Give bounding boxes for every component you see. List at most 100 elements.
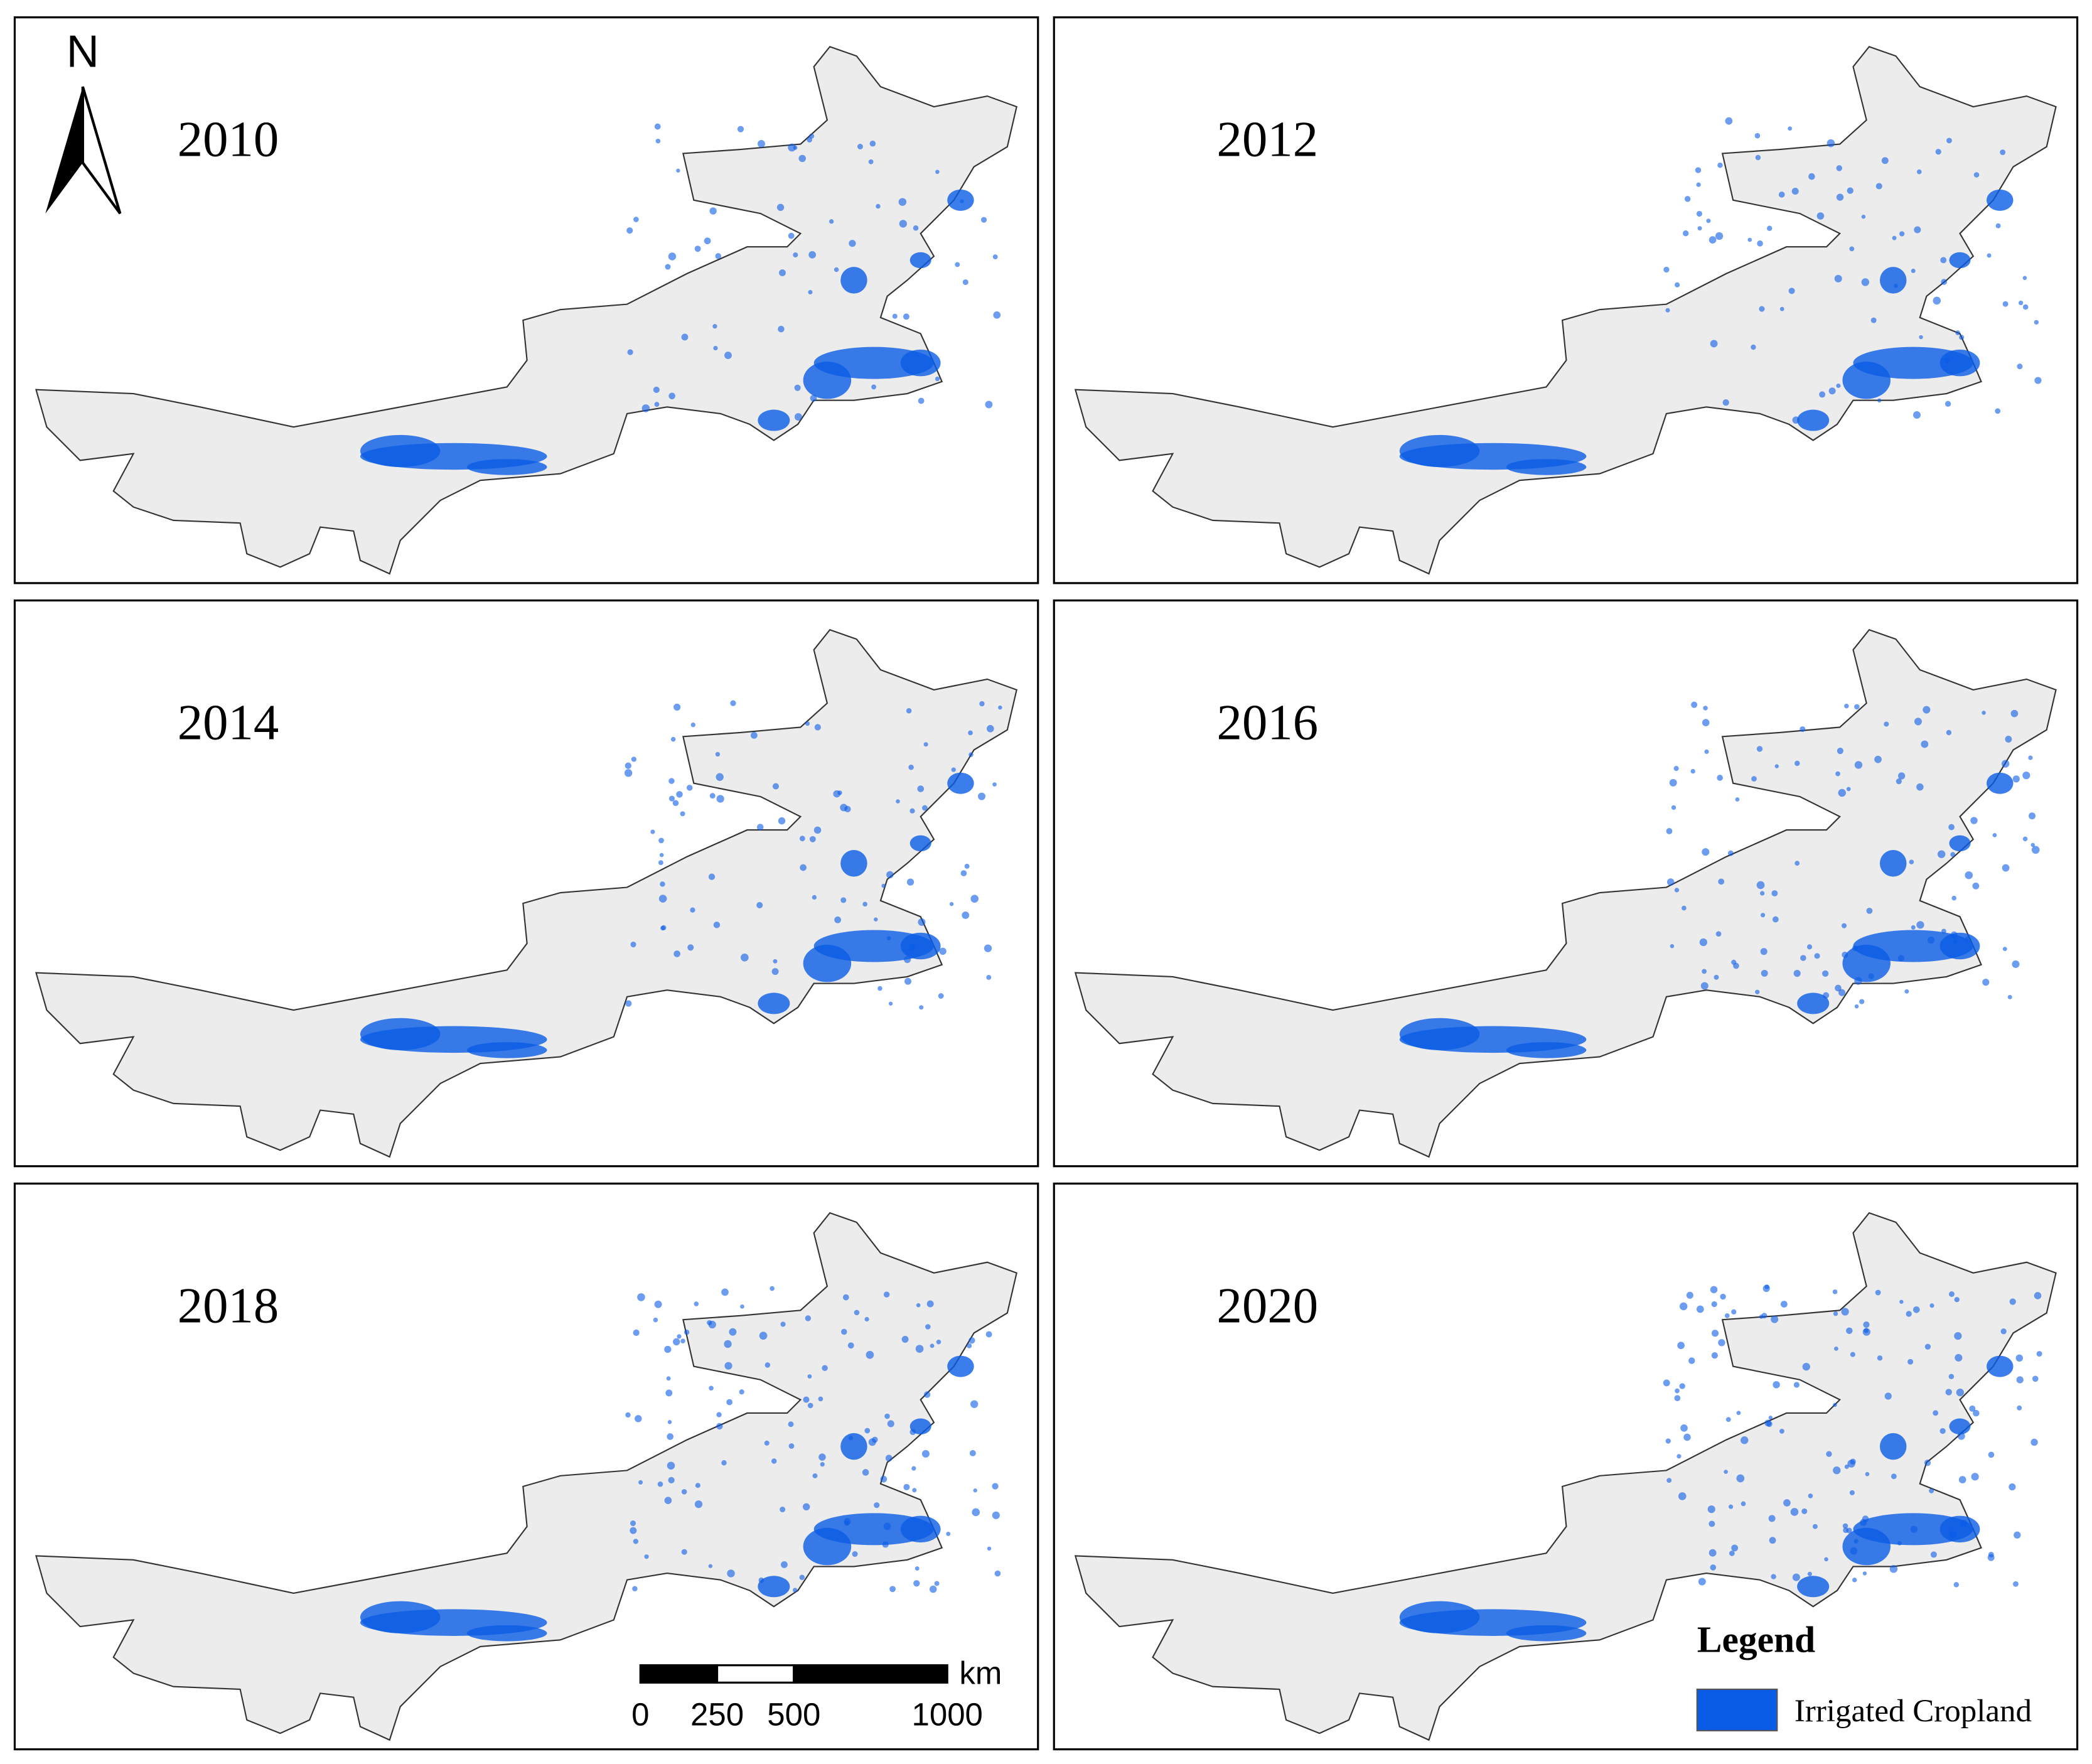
cropland-dot (1759, 306, 1765, 312)
cropland-patch (1939, 349, 1980, 377)
cropland-dot (1680, 1424, 1688, 1432)
cropland-dot (1912, 411, 1921, 419)
cropland-dot (1916, 783, 1924, 791)
cropland-dot (984, 944, 992, 952)
cropland-dot (1674, 888, 1680, 893)
cropland-dot (1894, 284, 1898, 288)
cropland-dot (844, 1520, 850, 1526)
cropland-dot (1764, 1419, 1771, 1427)
cropland-dot (1819, 391, 1826, 398)
cropland-dot (1711, 1330, 1719, 1337)
year-label: 2016 (1217, 695, 1319, 751)
cropland-dot (968, 1337, 975, 1344)
cropland-dot (1762, 1284, 1770, 1293)
cropland-dot (1842, 1523, 1848, 1529)
cropland-patch (947, 772, 974, 794)
cropland-dot (1953, 939, 1958, 944)
cropland-dot (1814, 953, 1820, 959)
cropland-dot (818, 1396, 823, 1402)
cropland-dot (778, 325, 785, 333)
cropland-dot (776, 203, 785, 212)
cropland-dot (2036, 1351, 2042, 1357)
cropland-dot (630, 1527, 637, 1534)
scale-tick-label: 500 (767, 1696, 820, 1732)
cropland-dot (1965, 936, 1970, 942)
cropland-dot (1826, 1451, 1832, 1457)
legend-label: Irrigated Cropland (1794, 1694, 2032, 1729)
cropland-dot (1677, 1342, 1685, 1350)
cropland-dot (864, 1428, 871, 1434)
cropland-dot (2012, 1581, 2019, 1587)
scale-segment (716, 1664, 795, 1684)
cropland-dot (1838, 989, 1846, 996)
cropland-dot (918, 918, 926, 926)
cropland-dot (739, 1389, 744, 1395)
cropland-dot (1958, 1476, 1966, 1483)
cropland-dot (1793, 969, 1801, 977)
cropland-dot (1696, 210, 1702, 217)
cropland-dot (1916, 921, 1924, 929)
cropland-dot (1874, 755, 1882, 763)
cropland-dot (1847, 187, 1853, 194)
cropland-dot (1702, 969, 1707, 974)
cropland-dot (1951, 895, 1956, 901)
cropland-dot (1800, 726, 1806, 733)
cropland-dot (778, 817, 786, 825)
cropland-dot (635, 1415, 642, 1422)
cropland-dot (962, 911, 970, 919)
cropland-dot (1718, 1339, 1725, 1347)
cropland-dot (1686, 1291, 1693, 1299)
cropland-dot (916, 1303, 921, 1308)
cropland-patch (840, 849, 867, 877)
cropland-dot (673, 703, 681, 711)
cropland-patch (840, 267, 867, 294)
cropland-dot (1778, 191, 1785, 198)
cropland-dot (882, 1541, 889, 1548)
cropland-dot (930, 1343, 935, 1348)
cropland-dot (687, 944, 694, 951)
region-outline (35, 1212, 1017, 1741)
cropland-dot (874, 1502, 880, 1509)
cropland-dot (1836, 165, 1843, 171)
cropland-dot (1950, 931, 1958, 938)
cropland-dot (834, 916, 841, 923)
cropland-dot (1941, 928, 1946, 934)
cropland-dot (1708, 1520, 1715, 1527)
cropland-dot (633, 1329, 640, 1336)
cropland-dot (1896, 778, 1902, 785)
cropland-dot (1859, 999, 1865, 1004)
cropland-dot (978, 792, 986, 800)
cropland-dot (654, 123, 661, 130)
cropland-dot (840, 804, 848, 812)
cropland-dot (1791, 188, 1799, 195)
cropland-dot (926, 1300, 934, 1308)
cropland-dot (1710, 1564, 1717, 1571)
cropland-dot (1946, 137, 1952, 144)
cropland-dot (779, 269, 786, 277)
cropland-dot (680, 811, 685, 817)
cropland-dot (627, 349, 633, 355)
cropland-dot (1771, 890, 1778, 896)
cropland-dot (1678, 1492, 1687, 1500)
cropland-dot (2030, 1438, 2038, 1446)
cropland-dot (992, 1483, 999, 1490)
cropland-dot (727, 1569, 735, 1578)
region-outline (35, 46, 1017, 575)
year-label: 2018 (178, 1277, 279, 1333)
cropland-dot (1780, 1301, 1788, 1308)
cropland-patch (1879, 267, 1907, 294)
cropland-dot (814, 724, 821, 731)
cropland-dot (1761, 969, 1768, 977)
cropland-dot (708, 873, 716, 880)
cropland-patch (467, 459, 547, 475)
cropland-patch (1399, 1601, 1480, 1633)
cropland-dot (1670, 944, 1675, 949)
cropland-dot (1854, 1004, 1859, 1009)
cropland-dot (847, 1342, 854, 1349)
cropland-dot (715, 253, 722, 259)
cropland-dot (871, 384, 876, 390)
cropland-dot (1761, 913, 1766, 918)
cropland-dot (909, 944, 916, 951)
cropland-dot (1708, 1549, 1717, 1557)
cropland-dot (862, 901, 867, 907)
